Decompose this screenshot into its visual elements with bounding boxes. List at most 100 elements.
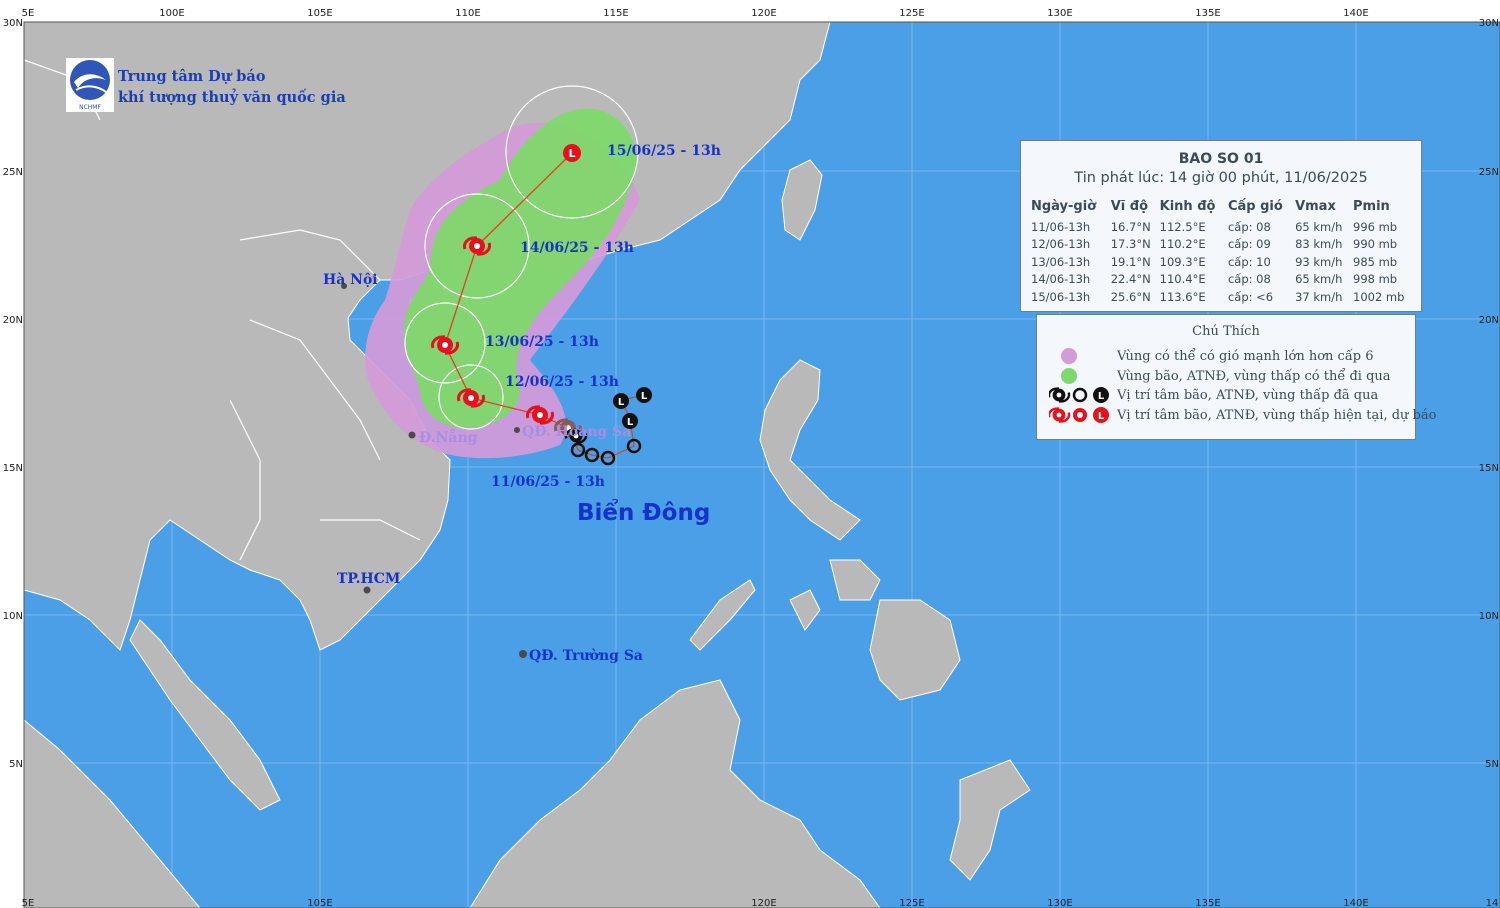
forecast-label-3: 13/06/25 - 13h	[485, 334, 599, 350]
label-truongsa: QĐ. Trường Sa	[529, 648, 643, 664]
svg-text:10N: 10N	[3, 611, 23, 622]
forecast-label-5: 15/06/25 - 13h	[607, 143, 721, 159]
agency-name-line2: khí tượng thuỷ văn quốc gia	[118, 89, 346, 106]
cell: cấp: 10	[1227, 254, 1271, 269]
cell: 990 mb	[1353, 237, 1398, 252]
cell: 998 mb	[1353, 272, 1398, 287]
svg-text:125E: 125E	[899, 898, 924, 908]
svg-text:L: L	[1098, 391, 1105, 402]
legend-item-label: Vị trí tâm bão, ATNĐ, vùng thấp hiện tại…	[1117, 407, 1437, 423]
cell: 110.2°E	[1159, 237, 1206, 252]
cell: 1002 mb	[1353, 289, 1405, 304]
table-row: 13/06-13h 19.1°N 109.3°E cấp: 10 93 km/h 985 …	[1031, 253, 1416, 271]
label-danang: Đ.Nẵng	[419, 427, 478, 446]
forecast-radius-circles	[404, 85, 639, 430]
svg-text:135E: 135E	[1195, 8, 1220, 19]
table-row: 15/06-13h 25.6°N 113.6°E cấp: <6 37 km/h 1002…	[1031, 288, 1416, 306]
forecast-label-4: 14/06/25 - 13h	[520, 240, 634, 256]
label-hoangsa: QĐ. Hoàng Sa	[522, 424, 631, 440]
cell: 112.5°E	[1159, 219, 1206, 234]
cell: 14/06-13h	[1031, 272, 1091, 287]
legend-item-label: Vùng có thể có gió mạnh lớn hơn cấp 6	[1117, 348, 1374, 364]
svg-text:140E: 140E	[1343, 8, 1368, 19]
black-storm-symbols-icon: L	[1049, 386, 1117, 404]
label-hcm: TP.HCM	[337, 571, 400, 587]
svg-text:20N: 20N	[3, 315, 23, 326]
past-low-icon: L L L	[613, 387, 652, 429]
legend-item-past: L Vị trí tâm bão, ATNĐ, vùng thấp đã qua	[1049, 386, 1378, 404]
header-vmax: Vmax	[1295, 199, 1336, 214]
svg-text:15N: 15N	[1479, 463, 1499, 474]
svg-text:30N: 30N	[3, 18, 23, 29]
cell: 37 km/h	[1295, 289, 1343, 304]
low-pressure-icon: L	[563, 144, 581, 162]
header-lon: Kinh độ	[1159, 199, 1216, 214]
storm-title: BAO SO 01	[1178, 151, 1264, 167]
svg-text:130E: 130E	[1047, 8, 1072, 19]
cell: 17.3°N	[1110, 237, 1151, 252]
grid-lines	[24, 22, 1500, 908]
svg-text:L: L	[627, 417, 634, 428]
svg-text:20N: 20N	[1479, 315, 1499, 326]
header-datetime: Ngày-giờ	[1031, 199, 1097, 214]
svg-text:120E: 120E	[751, 8, 776, 19]
svg-text:100E: 100E	[159, 8, 184, 19]
cell: 109.3°E	[1159, 254, 1206, 269]
cell: 93 km/h	[1295, 254, 1343, 269]
cell: 22.4°N	[1110, 272, 1151, 287]
past-depression-icon	[570, 438, 642, 466]
agency-name-line1: Trung tâm Dự báo	[118, 68, 266, 85]
svg-text:110E: 110E	[455, 8, 480, 19]
header-lat: Vĩ độ	[1110, 199, 1148, 214]
nchmf-logo-icon: NCHMF	[66, 58, 114, 112]
svg-text:140E: 140E	[1343, 898, 1368, 908]
svg-text:135E: 135E	[1195, 898, 1220, 908]
cell: cấp: 09	[1227, 237, 1271, 252]
svg-text:L: L	[568, 147, 575, 160]
table-row: 11/06-13h 16.7°N 112.5°E cấp: 08 65 km/h 996 …	[1031, 218, 1416, 236]
green-dot-icon	[1061, 368, 1077, 384]
table-row: 12/06-13h 17.3°N 110.2°E cấp: 09 83 km/h 990 …	[1031, 236, 1416, 254]
svg-text:25N: 25N	[1479, 167, 1499, 178]
svg-text:130E: 130E	[1047, 898, 1072, 908]
cell: cấp: 08	[1227, 219, 1271, 234]
axis-bottom: 5E 105E 120E 125E 130E 135E 140E 14	[22, 898, 1499, 908]
svg-text:10N: 10N	[1479, 611, 1499, 622]
red-storm-symbols-icon: L	[1049, 406, 1117, 424]
legend-item-wind: Vùng có thể có gió mạnh lớn hơn cấp 6	[1049, 347, 1374, 365]
legend-item-label: Vị trí tâm bão, ATNĐ, vùng thấp đã qua	[1117, 387, 1379, 403]
svg-text:120E: 120E	[751, 898, 776, 908]
legend-panel: Chú Thích Vùng có thể có gió mạnh lớn hơ…	[1036, 314, 1436, 440]
cell: 113.6°E	[1159, 289, 1206, 304]
svg-text:115E: 115E	[603, 8, 628, 19]
storm-info-panel: BAO SO 01 Tin phát lúc: 14 giờ 00 phút, …	[1020, 140, 1422, 312]
cell: 83 km/h	[1295, 237, 1343, 252]
svg-text:105E: 105E	[307, 898, 332, 908]
header-wind-level: Cấp gió	[1227, 199, 1283, 214]
legend-title: Chú Thích	[1192, 324, 1260, 339]
svg-text:105E: 105E	[307, 8, 332, 19]
issued-time: Tin phát lúc: 14 giờ 00 phút, 11/06/2025	[1074, 170, 1368, 186]
cell: 19.1°N	[1110, 254, 1151, 269]
cell: 996 mb	[1353, 219, 1398, 234]
header-pmin: Pmin	[1353, 199, 1390, 214]
svg-text:15N: 15N	[3, 463, 23, 474]
cell: 65 km/h	[1295, 272, 1343, 287]
svg-text:25N: 25N	[3, 167, 23, 178]
svg-text:5E: 5E	[22, 898, 35, 908]
legend-item-current: L Vị trí tâm bão, ATNĐ, vùng thấp hiện t…	[1049, 406, 1436, 424]
cell: 15/06-13h	[1031, 289, 1091, 304]
country-borders	[24, 59, 421, 561]
cell: 985 mb	[1353, 254, 1398, 269]
svg-text:5N: 5N	[1485, 759, 1499, 770]
cell: 16.7°N	[1110, 219, 1151, 234]
cell: cấp: 08	[1227, 272, 1271, 287]
storm-cone	[403, 108, 637, 429]
axis-top: 5E 100E 105E 110E 115E 120E 125E 130E 13…	[22, 8, 1369, 19]
table-row: 14/06-13h 22.4°N 110.4°E cấp: 08 65 km/h 998 …	[1031, 271, 1416, 289]
cell: 110.4°E	[1159, 272, 1206, 287]
svg-text:NCHMF: NCHMF	[79, 104, 101, 111]
svg-text:L: L	[641, 391, 648, 402]
sea-name-label: Biển Đông	[577, 498, 710, 526]
legend-item-label: Vùng bão, ATNĐ, vùng thấp có thể đi qua	[1117, 368, 1391, 384]
